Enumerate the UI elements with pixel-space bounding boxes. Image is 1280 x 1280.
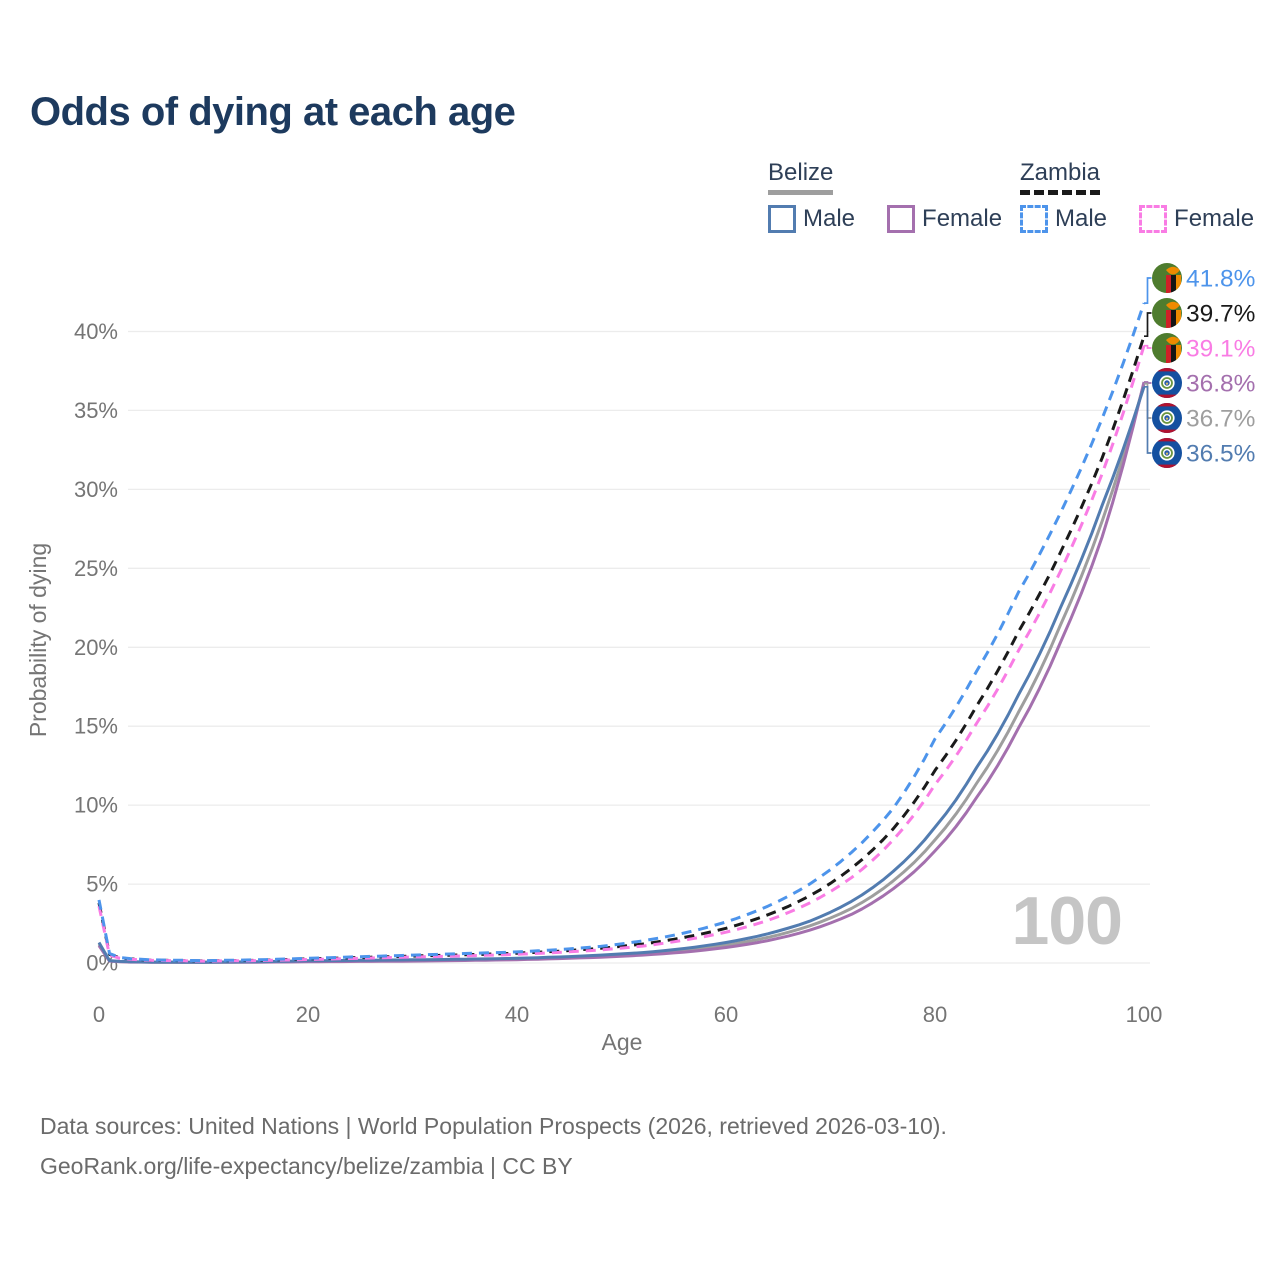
y-tick-label: 35% xyxy=(74,398,118,423)
zambia-flag-icon xyxy=(1152,333,1182,363)
end-label-connector xyxy=(1144,277,1152,304)
end-value-label: 39.1% xyxy=(1186,336,1255,363)
belize-flag-icon xyxy=(1152,438,1182,468)
series-line-belize-male[interactable] xyxy=(97,386,1146,964)
legend-label-belize-male: Male xyxy=(803,205,856,233)
legend-group-zambia: Zambia Male Female xyxy=(1020,159,1255,234)
belize-flag-icon xyxy=(1152,368,1182,398)
x-axis-title: Age xyxy=(602,1029,643,1055)
footer-source-line: Data sources: United Nations | World Pop… xyxy=(40,1113,947,1139)
x-tick-label: 40 xyxy=(505,1002,529,1027)
end-label-connector xyxy=(1144,344,1152,349)
x-tick-label: 100 xyxy=(1126,1002,1163,1027)
series-line-belize-female[interactable] xyxy=(97,381,1146,964)
legend-items-belize: Male Female xyxy=(768,205,1003,234)
belize-female-swatch-icon[interactable] xyxy=(887,205,916,234)
legend-country-zambia[interactable]: Zambia xyxy=(1020,159,1101,196)
series-line-zambia-male[interactable] xyxy=(97,302,1146,963)
x-tick-label: 80 xyxy=(923,1002,947,1027)
end-label-connector xyxy=(1144,381,1152,384)
y-tick-label: 15% xyxy=(74,714,118,739)
watermark-age-value: 100 xyxy=(1012,883,1122,959)
belize-flag-icon xyxy=(1152,403,1182,433)
legend-label-belize-female: Female xyxy=(922,205,1003,233)
y-tick-label: 30% xyxy=(74,477,118,502)
belize-male-swatch-icon[interactable] xyxy=(768,205,796,234)
y-tick-label: 10% xyxy=(74,793,118,818)
legend-item-belize-female[interactable]: Female xyxy=(887,205,1003,234)
legend-country-belize[interactable]: Belize xyxy=(768,159,834,196)
series-line-zambia-female[interactable] xyxy=(97,345,1146,963)
zambia-flag-icon xyxy=(1152,263,1182,293)
footer-link-line: GeoRank.org/life-expectancy/belize/zambi… xyxy=(40,1153,573,1179)
end-value-label: 39.7% xyxy=(1186,301,1255,328)
zambia-flag-icon xyxy=(1152,298,1182,328)
page-title: Odds of dying at each age xyxy=(30,90,516,134)
y-tick-label: 25% xyxy=(74,556,118,581)
zambia-male-swatch-icon[interactable] xyxy=(1020,205,1048,234)
legend-items-zambia: Male Female xyxy=(1020,205,1255,234)
end-value-label: 36.5% xyxy=(1186,441,1255,468)
y-tick-label: 5% xyxy=(86,872,118,897)
end-value-label: 41.8% xyxy=(1186,266,1255,293)
x-tick-label: 20 xyxy=(296,1002,320,1027)
series-line-zambia[interactable] xyxy=(97,335,1146,963)
end-label-connector xyxy=(1144,385,1152,454)
legend-group-belize: Belize Male Female xyxy=(768,159,1003,234)
x-tick-label: 0 xyxy=(93,1002,105,1027)
y-axis-title: Probability of dying xyxy=(25,543,51,737)
legend-label-zambia-female: Female xyxy=(1174,205,1255,233)
footer: Data sources: United Nations | World Pop… xyxy=(40,1106,947,1186)
zambia-female-swatch-icon[interactable] xyxy=(1139,205,1168,234)
legend-item-zambia-male[interactable]: Male xyxy=(1020,205,1108,234)
end-value-label: 36.8% xyxy=(1186,371,1255,398)
legend-label-zambia-male: Male xyxy=(1055,205,1108,233)
x-tick-label: 60 xyxy=(714,1002,738,1027)
legend-item-belize-male[interactable]: Male xyxy=(768,205,856,234)
end-value-label: 36.7% xyxy=(1186,406,1255,433)
y-tick-label: 20% xyxy=(74,635,118,660)
legend-item-zambia-female[interactable]: Female xyxy=(1139,205,1255,234)
series-line-belize[interactable] xyxy=(97,383,1146,964)
end-label-connector xyxy=(1144,312,1152,338)
y-tick-label: 40% xyxy=(74,319,118,344)
